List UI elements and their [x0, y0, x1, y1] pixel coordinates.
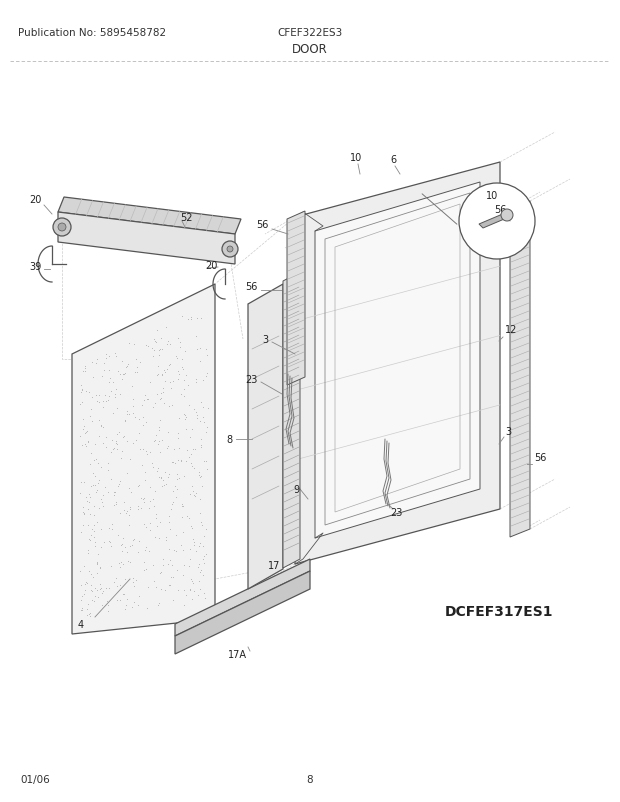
Text: 23: 23: [246, 375, 258, 384]
Text: 9: 9: [293, 484, 299, 494]
Text: 4: 4: [78, 619, 84, 630]
Text: 8: 8: [307, 774, 313, 784]
Circle shape: [222, 241, 238, 257]
Polygon shape: [58, 198, 241, 235]
Circle shape: [227, 247, 233, 253]
Text: 12: 12: [505, 325, 517, 334]
Polygon shape: [295, 163, 500, 565]
Circle shape: [58, 224, 66, 232]
Text: 3: 3: [505, 427, 511, 436]
Circle shape: [501, 210, 513, 221]
Circle shape: [53, 219, 71, 237]
Polygon shape: [58, 213, 235, 265]
Polygon shape: [175, 571, 310, 654]
Text: 17: 17: [268, 561, 280, 570]
Text: 10: 10: [350, 153, 362, 163]
Text: DOOR: DOOR: [292, 43, 328, 56]
Text: 8: 8: [227, 435, 233, 444]
Text: 20: 20: [30, 195, 42, 205]
Circle shape: [459, 184, 535, 260]
Text: 01/06: 01/06: [20, 774, 50, 784]
Text: CFEF322ES3: CFEF322ES3: [277, 28, 343, 38]
Text: 20: 20: [205, 261, 218, 270]
Polygon shape: [315, 183, 480, 538]
Text: 39: 39: [30, 261, 42, 272]
Polygon shape: [510, 202, 530, 537]
Text: 6: 6: [390, 155, 396, 164]
Polygon shape: [283, 273, 300, 569]
Text: 3: 3: [262, 334, 268, 345]
Text: 23: 23: [390, 508, 402, 517]
Text: DCFEF317ES1: DCFEF317ES1: [445, 604, 554, 618]
Text: 56: 56: [257, 220, 269, 229]
Polygon shape: [72, 285, 215, 634]
Text: 56: 56: [534, 452, 546, 463]
Text: Publication No: 5895458782: Publication No: 5895458782: [18, 28, 166, 38]
Polygon shape: [175, 559, 310, 636]
Text: 10: 10: [486, 191, 498, 200]
Polygon shape: [248, 285, 283, 589]
Text: 52: 52: [180, 213, 192, 223]
Polygon shape: [287, 212, 305, 386]
Polygon shape: [479, 214, 509, 229]
Text: 56: 56: [246, 282, 258, 292]
Text: 17A: 17A: [228, 649, 247, 659]
Text: 56: 56: [495, 205, 507, 215]
